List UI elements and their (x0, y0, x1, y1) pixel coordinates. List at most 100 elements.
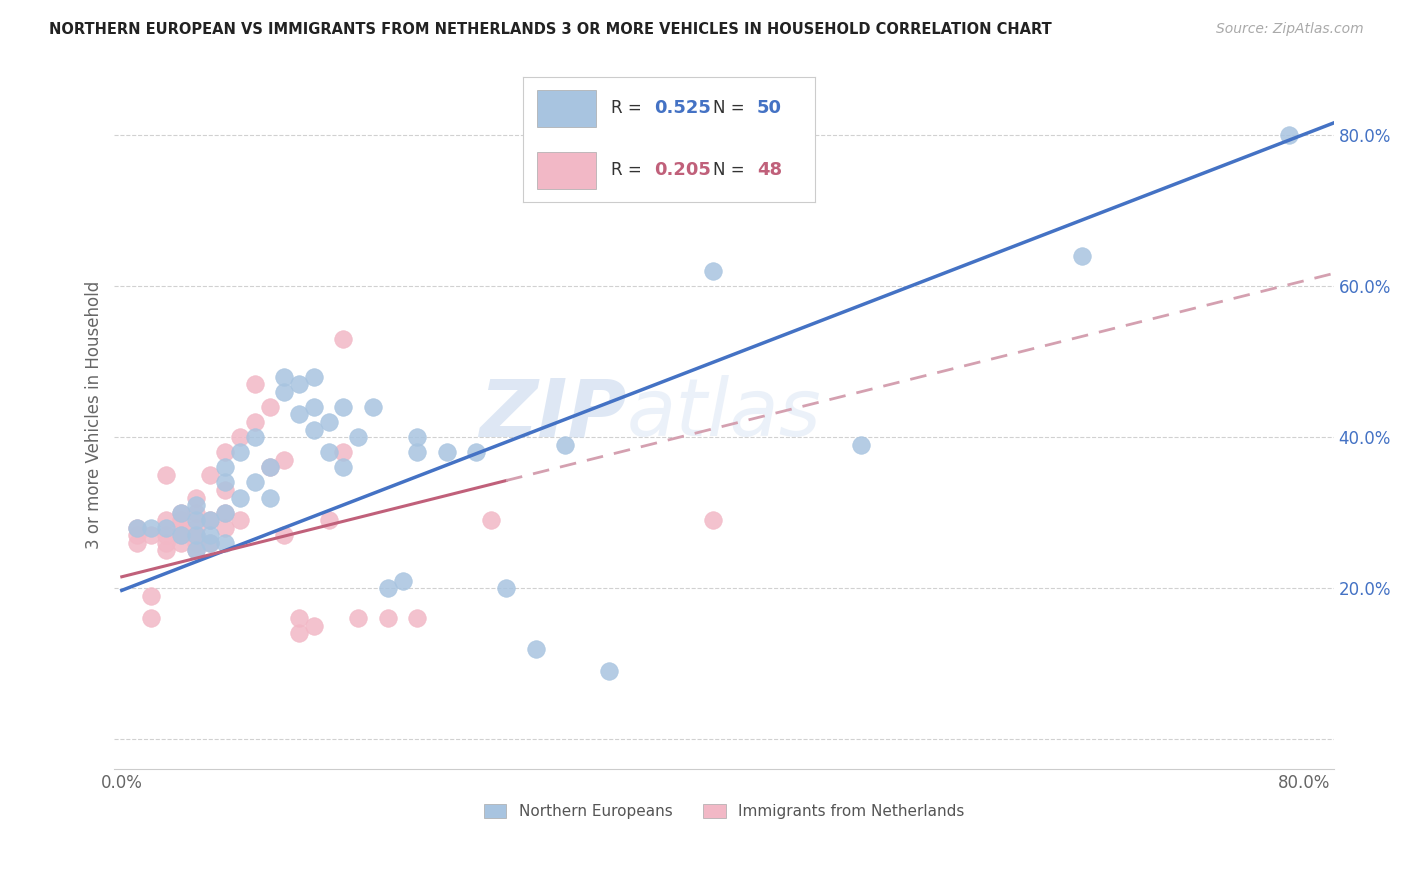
Point (141, 611, 163, 625)
Point (184, 528, 207, 542)
Point (243, 377, 266, 392)
Point (702, 264, 724, 278)
Point (155, 536, 177, 550)
Point (125, 521, 148, 535)
Point (849, 437, 872, 451)
Point (155, 543, 177, 558)
Point (259, 460, 281, 475)
Point (214, 460, 236, 475)
Point (170, 536, 193, 550)
Point (214, 445, 236, 459)
Point (170, 506, 193, 520)
Point (155, 513, 177, 527)
Point (214, 506, 236, 520)
Point (141, 528, 163, 542)
Point (361, 400, 384, 414)
Point (288, 408, 311, 422)
Point (259, 491, 281, 505)
Point (125, 521, 148, 535)
Point (377, 581, 399, 595)
Y-axis label: 3 or more Vehicles in Household: 3 or more Vehicles in Household (86, 280, 103, 549)
Point (155, 467, 177, 482)
Point (229, 491, 252, 505)
Point (243, 415, 266, 429)
Point (155, 528, 177, 542)
Point (302, 423, 325, 437)
Point (702, 513, 724, 527)
Point (184, 491, 207, 505)
Point (214, 483, 236, 497)
Point (214, 536, 236, 550)
Point (243, 430, 266, 444)
Point (184, 513, 207, 527)
Point (214, 475, 236, 490)
Point (332, 445, 354, 459)
Point (377, 611, 399, 625)
Point (406, 445, 429, 459)
Point (288, 626, 311, 640)
Point (302, 400, 325, 414)
Point (200, 513, 222, 527)
Point (200, 467, 222, 482)
Point (302, 619, 325, 633)
Point (155, 521, 177, 535)
Point (259, 460, 281, 475)
Point (391, 574, 413, 588)
Point (200, 536, 222, 550)
Text: Source: ZipAtlas.com: Source: ZipAtlas.com (1216, 22, 1364, 37)
Legend: Northern Europeans, Immigrants from Netherlands: Northern Europeans, Immigrants from Neth… (478, 798, 970, 825)
Text: ZIP: ZIP (479, 376, 627, 453)
Point (170, 528, 193, 542)
Point (465, 445, 488, 459)
Point (332, 400, 354, 414)
Point (302, 369, 325, 384)
Point (288, 611, 311, 625)
Point (184, 536, 207, 550)
Point (141, 589, 163, 603)
Point (170, 521, 193, 535)
Point (332, 460, 354, 475)
Text: atlas: atlas (627, 376, 821, 453)
Point (214, 521, 236, 535)
Point (524, 641, 547, 656)
Point (406, 430, 429, 444)
Point (125, 536, 148, 550)
Point (495, 581, 517, 595)
Point (200, 536, 222, 550)
Point (170, 528, 193, 542)
Point (141, 521, 163, 535)
Point (332, 332, 354, 346)
Point (200, 513, 222, 527)
Point (318, 415, 340, 429)
Point (229, 430, 252, 444)
Point (259, 400, 281, 414)
Point (184, 543, 207, 558)
Point (200, 528, 222, 542)
Point (1278, 128, 1301, 142)
Point (273, 369, 295, 384)
Point (479, 513, 502, 527)
Point (273, 528, 295, 542)
Point (288, 377, 311, 392)
Point (184, 543, 207, 558)
Point (184, 506, 207, 520)
Point (229, 513, 252, 527)
Point (184, 498, 207, 512)
Point (229, 445, 252, 459)
Text: NORTHERN EUROPEAN VS IMMIGRANTS FROM NETHERLANDS 3 OR MORE VEHICLES IN HOUSEHOLD: NORTHERN EUROPEAN VS IMMIGRANTS FROM NET… (49, 22, 1052, 37)
Point (170, 513, 193, 527)
Point (436, 445, 458, 459)
Point (125, 528, 148, 542)
Point (273, 452, 295, 467)
Point (598, 664, 620, 678)
Point (406, 611, 429, 625)
Point (318, 513, 340, 527)
Point (1071, 249, 1094, 263)
Point (170, 506, 193, 520)
Point (273, 384, 295, 399)
Point (554, 437, 576, 451)
Point (184, 528, 207, 542)
Point (243, 475, 266, 490)
Point (347, 430, 370, 444)
Point (731, 166, 754, 180)
